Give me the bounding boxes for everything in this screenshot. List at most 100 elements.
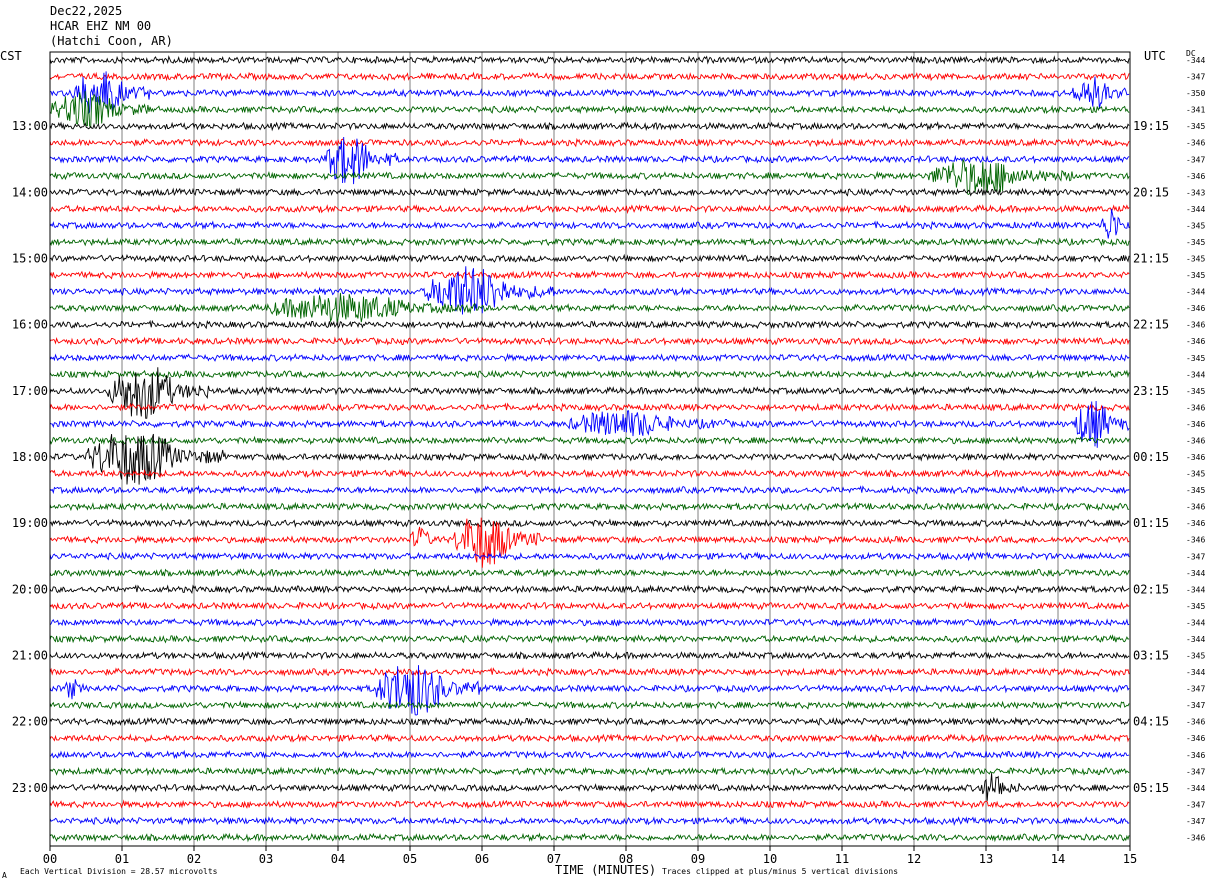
dc-offset-13: -345 — [1186, 271, 1205, 280]
dc-offset-29: -346 — [1186, 536, 1205, 545]
dc-offset-40: -346 — [1186, 718, 1205, 727]
dc-offset-2: -350 — [1186, 89, 1205, 98]
right-hour-label-9: 04:15 — [1133, 715, 1169, 729]
x-tick-label-10: 10 — [763, 852, 777, 866]
trace-41 — [49, 733, 1130, 744]
trace-23 — [49, 435, 1130, 446]
trace-15 — [49, 292, 1130, 323]
dc-offset-36: -345 — [1186, 652, 1205, 661]
x-tick-label-00: 00 — [43, 852, 57, 866]
x-tick-label-08: 08 — [619, 852, 633, 866]
trace-18 — [49, 352, 1130, 363]
left-hour-label-0: 13:00 — [12, 119, 48, 133]
plot-frame — [49, 51, 1131, 847]
trace-0 — [49, 55, 1130, 65]
dc-offset-19: -344 — [1186, 370, 1205, 379]
right-hour-label-2: 21:15 — [1133, 252, 1169, 266]
dc-offset-1: -347 — [1186, 73, 1205, 82]
dc-offset-11: -345 — [1186, 238, 1205, 247]
corner-mark: A — [2, 871, 7, 880]
left-hour-labels: 13:00 14:00 15:00 16:00 17:00 18:00 19:00 20:00… — [12, 119, 48, 795]
right-hour-label-3: 22:15 — [1133, 318, 1169, 332]
left-hour-label-8: 21:00 — [12, 649, 48, 663]
dc-offset-4: -345 — [1186, 122, 1205, 131]
trace-37 — [49, 667, 1130, 677]
trace-2 — [49, 71, 1130, 114]
x-tick-label-01: 01 — [115, 852, 129, 866]
left-hour-label-1: 14:00 — [12, 185, 48, 199]
right-hour-label-0: 19:15 — [1133, 119, 1169, 133]
right-hour-label-7: 02:15 — [1133, 582, 1169, 596]
trace-33 — [49, 601, 1130, 611]
right-hour-label-5: 00:15 — [1133, 450, 1169, 464]
trace-3 — [49, 91, 1130, 129]
dc-offset-33: -345 — [1186, 602, 1205, 611]
dc-offset-15: -346 — [1186, 304, 1205, 313]
trace-28 — [49, 518, 1130, 528]
left-hour-label-9: 22:00 — [12, 715, 48, 729]
left-hour-label-6: 19:00 — [12, 516, 48, 530]
left-hour-label-7: 20:00 — [12, 582, 48, 596]
scale-note: Each Vertical Division = 28.57 microvolt… — [20, 867, 218, 876]
dc-offset-38: -347 — [1186, 685, 1205, 694]
right-hour-label-6: 01:15 — [1133, 516, 1169, 530]
dc-offset-6: -347 — [1186, 155, 1205, 164]
right-timezone-label: UTC — [1144, 49, 1166, 63]
trace-47 — [49, 832, 1130, 843]
dc-offset-30: -347 — [1186, 552, 1205, 561]
dc-offset-24: -346 — [1186, 453, 1205, 462]
dc-offset-47: -346 — [1186, 833, 1205, 842]
dc-offset-46: -347 — [1186, 817, 1205, 826]
left-hour-label-3: 16:00 — [12, 318, 48, 332]
left-hour-label-5: 18:00 — [12, 450, 48, 464]
trace-19 — [49, 369, 1130, 380]
dc-offset-10: -345 — [1186, 221, 1205, 230]
x-tick-label-04: 04 — [331, 852, 345, 866]
left-hour-label-2: 15:00 — [12, 252, 48, 266]
seismic-traces — [49, 55, 1130, 843]
dc-offset-8: -343 — [1186, 188, 1205, 197]
minute-gridlines — [121, 52, 1059, 846]
x-tick-label-13: 13 — [979, 852, 993, 866]
trace-24 — [49, 433, 1130, 485]
dc-offset-41: -346 — [1186, 734, 1205, 743]
dc-offset-43: -347 — [1186, 767, 1205, 776]
trace-32 — [49, 584, 1130, 595]
trace-16 — [49, 319, 1130, 330]
date-label: Dec22,2025 — [50, 4, 123, 18]
dc-offset-27: -346 — [1186, 503, 1205, 512]
trace-21 — [49, 402, 1130, 413]
trace-44 — [49, 773, 1130, 801]
dc-offset-21: -346 — [1186, 403, 1205, 412]
dc-offset-42: -346 — [1186, 751, 1205, 760]
dc-offset-18: -345 — [1186, 354, 1205, 363]
x-axis-title: TIME (MINUTES) — [555, 863, 657, 877]
trace-13 — [49, 270, 1130, 280]
right-hour-label-4: 23:15 — [1133, 384, 1169, 398]
trace-12 — [49, 253, 1130, 264]
dc-offset-37: -344 — [1186, 668, 1205, 677]
left-hour-label-10: 23:00 — [12, 781, 48, 795]
trace-5 — [49, 137, 1130, 148]
right-hour-labels: 19:15 20:15 21:15 22:15 23:15 00:15 01:15 02:15… — [1133, 119, 1169, 795]
trace-14 — [49, 266, 1130, 315]
dc-offset-22: -346 — [1186, 420, 1205, 429]
dc-offset-7: -346 — [1186, 172, 1205, 181]
location-label: (Hatchi Coon, AR) — [50, 34, 173, 48]
trace-20 — [49, 367, 1130, 419]
trace-4 — [49, 121, 1130, 132]
dc-offset-5: -346 — [1186, 139, 1205, 148]
trace-17 — [49, 336, 1130, 347]
trace-22 — [49, 400, 1130, 448]
dc-offset-17: -346 — [1186, 337, 1205, 346]
x-tick-label-06: 06 — [475, 852, 489, 866]
trace-29 — [49, 517, 1130, 568]
trace-31 — [49, 567, 1130, 578]
trace-43 — [49, 766, 1130, 777]
dc-offset-32: -344 — [1186, 585, 1205, 594]
dc-offset-12: -345 — [1186, 255, 1205, 264]
trace-10 — [49, 208, 1130, 239]
dc-offset-3: -341 — [1186, 106, 1205, 115]
x-tick-label-09: 09 — [691, 852, 705, 866]
